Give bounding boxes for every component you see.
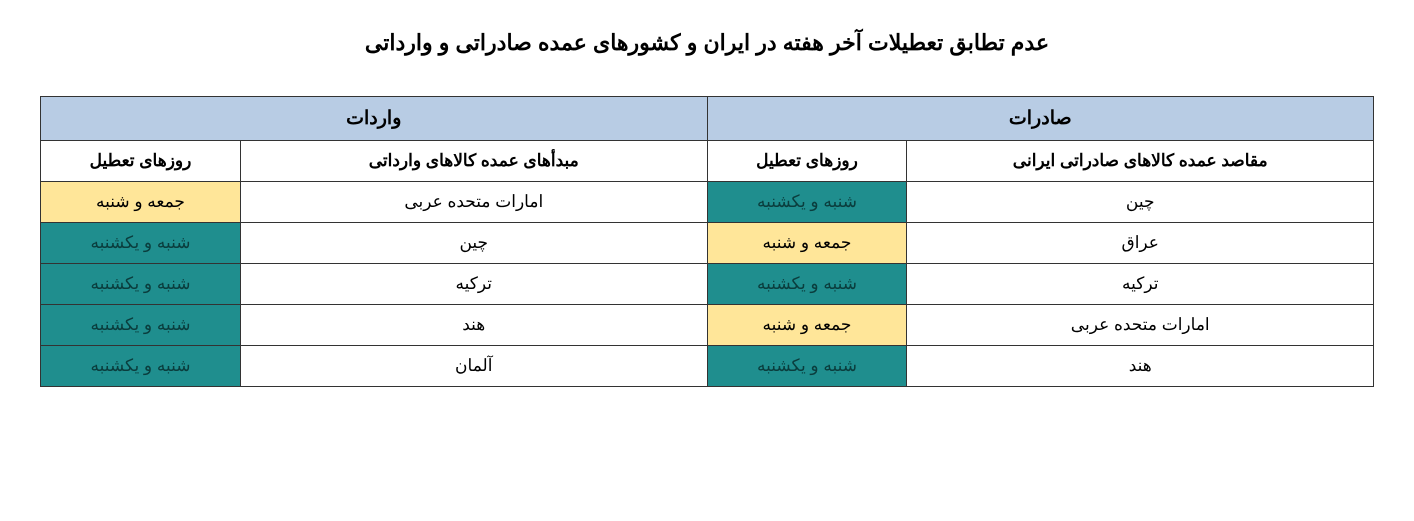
export-dest-cell: چین	[907, 182, 1374, 223]
weekend-mismatch-table: صادرات واردات مقاصد عمده کالاهای صادراتی…	[40, 96, 1374, 387]
export-dest-cell: ترکیه	[907, 264, 1374, 305]
exports-group-header: صادرات	[707, 97, 1373, 141]
import-days-cell: شنبه و یکشنبه	[41, 223, 241, 264]
imports-group-header: واردات	[41, 97, 708, 141]
header-row-sub: مقاصد عمده کالاهای صادراتی ایرانی روزهای…	[41, 141, 1374, 182]
import-origin-cell: هند	[240, 305, 707, 346]
import-days-cell: شنبه و یکشنبه	[41, 305, 241, 346]
export-days-header: روزهای تعطیل	[707, 141, 907, 182]
export-dest-cell: امارات متحده عربی	[907, 305, 1374, 346]
export-dest-header: مقاصد عمده کالاهای صادراتی ایرانی	[907, 141, 1374, 182]
table-row: چینشنبه و یکشنبهامارات متحده عربیجمعه و …	[41, 182, 1374, 223]
table-row: هندشنبه و یکشنبهآلمانشنبه و یکشنبه	[41, 346, 1374, 387]
table-row: امارات متحده عربیجمعه و شنبههندشنبه و یک…	[41, 305, 1374, 346]
import-origin-cell: ترکیه	[240, 264, 707, 305]
import-days-header: روزهای تعطیل	[41, 141, 241, 182]
export-dest-cell: عراق	[907, 223, 1374, 264]
export-days-cell: شنبه و یکشنبه	[707, 182, 907, 223]
export-days-cell: جمعه و شنبه	[707, 305, 907, 346]
import-origin-header: مبدأهای عمده کالاهای وارداتی	[240, 141, 707, 182]
import-days-cell: شنبه و یکشنبه	[41, 346, 241, 387]
page-title: عدم تطابق تعطیلات آخر هفته در ایران و کش…	[40, 30, 1374, 56]
table-body: چینشنبه و یکشنبهامارات متحده عربیجمعه و …	[41, 182, 1374, 387]
import-origin-cell: چین	[240, 223, 707, 264]
import-days-cell: جمعه و شنبه	[41, 182, 241, 223]
import-origin-cell: آلمان	[240, 346, 707, 387]
export-days-cell: شنبه و یکشنبه	[707, 346, 907, 387]
import-origin-cell: امارات متحده عربی	[240, 182, 707, 223]
table-row: عراقجمعه و شنبهچینشنبه و یکشنبه	[41, 223, 1374, 264]
table-row: ترکیهشنبه و یکشنبهترکیهشنبه و یکشنبه	[41, 264, 1374, 305]
import-days-cell: شنبه و یکشنبه	[41, 264, 241, 305]
export-days-cell: شنبه و یکشنبه	[707, 264, 907, 305]
export-days-cell: جمعه و شنبه	[707, 223, 907, 264]
header-row-groups: صادرات واردات	[41, 97, 1374, 141]
export-dest-cell: هند	[907, 346, 1374, 387]
